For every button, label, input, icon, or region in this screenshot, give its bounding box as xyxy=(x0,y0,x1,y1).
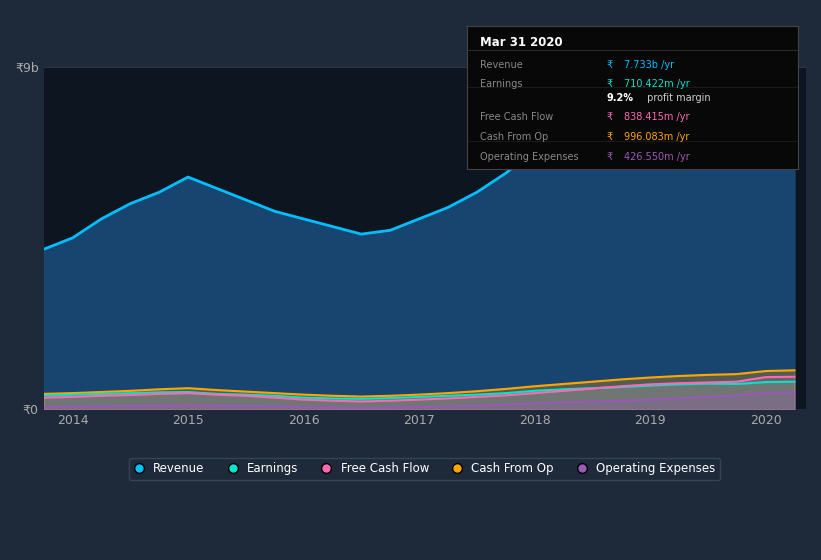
Legend: Revenue, Earnings, Free Cash Flow, Cash From Op, Operating Expenses: Revenue, Earnings, Free Cash Flow, Cash … xyxy=(129,458,720,480)
